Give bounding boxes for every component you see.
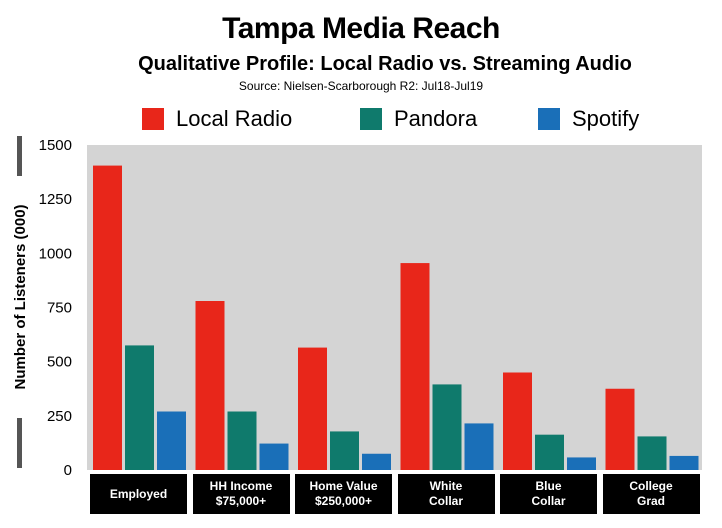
bar-pandora: [227, 411, 257, 470]
bar-local-radio: [298, 347, 327, 470]
bar-spotify: [362, 453, 391, 470]
x-tick-label: HH Income $75,000+: [192, 474, 290, 514]
x-tick-label: White Collar: [397, 474, 495, 514]
y-tick-label: 1500: [39, 137, 72, 154]
bar-local-radio: [400, 263, 430, 470]
x-tick-label: College Grad: [602, 474, 700, 514]
y-tick-label: 1000: [39, 245, 72, 262]
bar-local-radio: [503, 372, 532, 470]
bar-pandora: [637, 436, 667, 470]
legend: Local Radio Pandora Spotify: [0, 105, 722, 139]
axis-bar-top: [17, 136, 22, 176]
x-tick-label: Home Value $250,000+: [295, 474, 392, 514]
y-tick-label: 250: [47, 408, 72, 425]
legend-label-local-radio: Local Radio: [176, 106, 293, 131]
y-tick-label: 0: [64, 462, 72, 479]
x-tick-label: Employed: [90, 474, 187, 514]
bar-pandora: [125, 345, 154, 470]
bar-spotify: [259, 443, 289, 470]
bar-spotify: [464, 423, 494, 470]
chart-title: Tampa Media Reach: [222, 12, 500, 45]
bar-local-radio: [605, 388, 635, 470]
bar-spotify: [567, 457, 596, 470]
bar-local-radio: [93, 165, 122, 471]
legend-label-pandora: Pandora: [394, 106, 478, 131]
bar-pandora: [535, 434, 564, 470]
chart-source: Source: Nielsen-Scarborough R2: Jul18-Ju…: [238, 79, 484, 93]
y-tick-label: 1250: [39, 191, 72, 208]
bar-pandora: [330, 431, 359, 470]
y-tick-label: 750: [47, 300, 72, 317]
x-tick-label: Blue Collar: [500, 474, 597, 514]
bar-local-radio: [195, 301, 225, 470]
y-tick-label: 500: [47, 354, 72, 371]
plot-background: [87, 145, 702, 470]
legend-label-spotify: Spotify: [572, 106, 640, 131]
bar-pandora: [432, 384, 462, 470]
axis-bar-bottom: [17, 418, 22, 468]
legend-swatch-pandora: [360, 108, 382, 130]
bar-spotify: [157, 411, 186, 470]
y-axis-label: Number of Listeners (000): [12, 204, 29, 389]
chart-subtitle: Qualitative Profile: Local Radio vs. Str…: [138, 53, 632, 75]
legend-swatch-local-radio: [142, 108, 164, 130]
legend-swatch-spotify: [538, 108, 560, 130]
bar-spotify: [669, 455, 699, 470]
